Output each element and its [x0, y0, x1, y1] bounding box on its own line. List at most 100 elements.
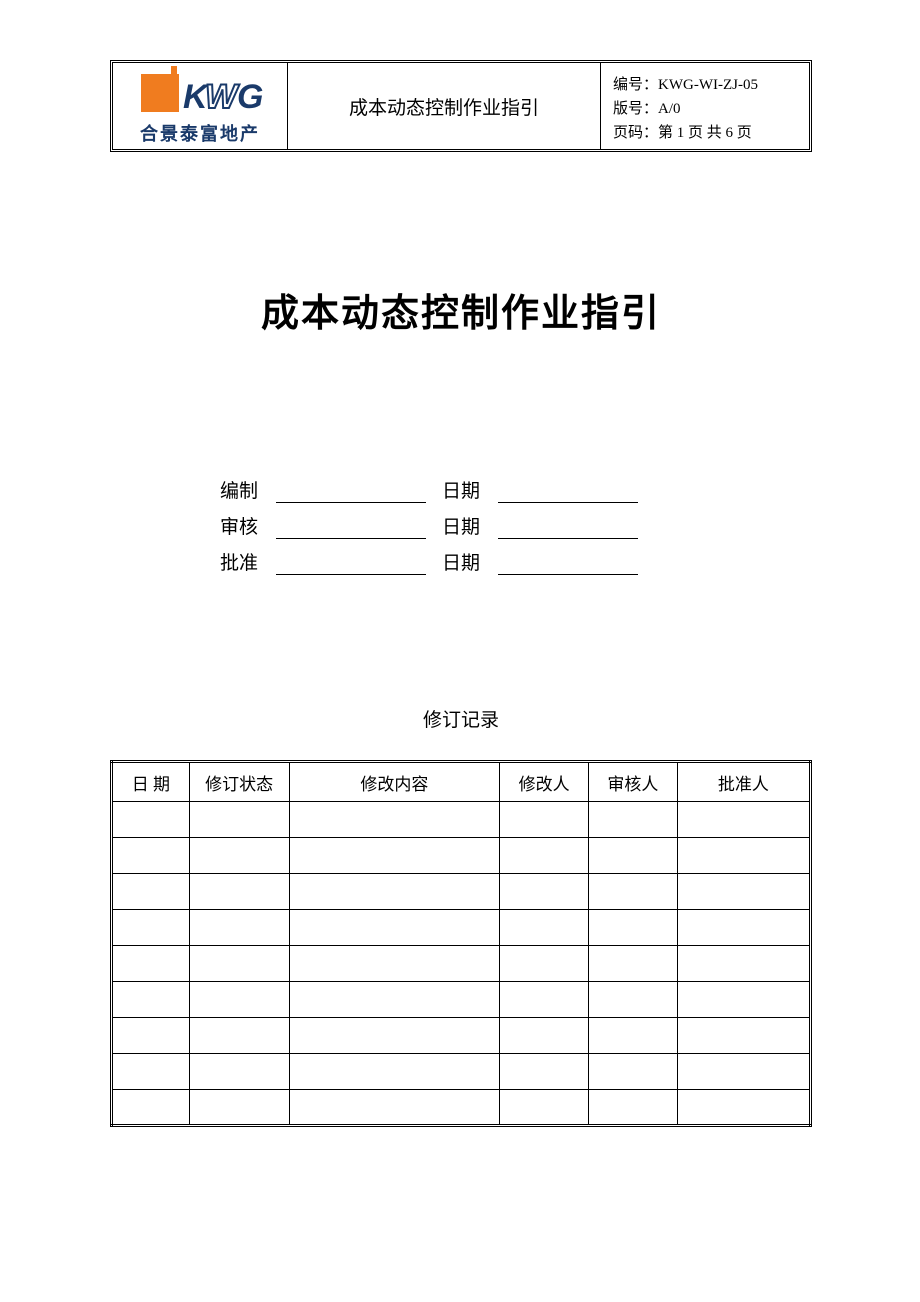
revision-table: 日 期 修订状态 修改内容 修改人 审核人 批准人 — [110, 760, 812, 1127]
sig-line-review — [276, 519, 426, 539]
table-cell — [589, 910, 678, 946]
table-cell — [112, 874, 190, 910]
sig-date-line-review — [498, 519, 638, 539]
col-modifier: 修改人 — [500, 762, 589, 802]
sig-date-label-approve: 日期 — [442, 548, 492, 575]
table-cell — [589, 874, 678, 910]
col-date: 日 期 — [112, 762, 190, 802]
table-cell — [589, 982, 678, 1018]
revision-table-body — [112, 802, 811, 1126]
meta-doc-no-label: 编号： — [613, 77, 658, 93]
table-cell — [500, 910, 589, 946]
meta-page-value: 第 1 页 共 6 页 — [658, 125, 752, 141]
table-cell — [189, 910, 289, 946]
table-cell — [112, 910, 190, 946]
table-cell — [289, 874, 500, 910]
table-cell — [677, 982, 810, 1018]
table-cell — [289, 1054, 500, 1090]
table-cell — [677, 874, 810, 910]
table-cell — [112, 946, 190, 982]
table-cell — [289, 1090, 500, 1126]
sig-date-label-prepare: 日期 — [442, 476, 492, 503]
table-row — [112, 1054, 811, 1090]
revision-table-header-row: 日 期 修订状态 修改内容 修改人 审核人 批准人 — [112, 762, 811, 802]
sig-line-prepare — [276, 483, 426, 503]
table-cell — [289, 838, 500, 874]
header-meta: 编号：KWG-WI-ZJ-05 版号：A/0 页码：第 1 页 共 6 页 — [601, 63, 809, 149]
logo-cell: K W G 合景泰富地产 — [113, 63, 288, 149]
col-reviewer: 审核人 — [589, 762, 678, 802]
table-cell — [589, 802, 678, 838]
signature-row: 编制 日期 — [220, 467, 812, 503]
table-cell — [189, 982, 289, 1018]
table-cell — [677, 910, 810, 946]
table-cell — [500, 874, 589, 910]
table-cell — [112, 802, 190, 838]
table-cell — [589, 1054, 678, 1090]
table-row — [112, 802, 811, 838]
table-cell — [500, 1018, 589, 1054]
table-cell — [289, 1018, 500, 1054]
table-cell — [112, 1018, 190, 1054]
table-cell — [589, 1018, 678, 1054]
col-content: 修改内容 — [289, 762, 500, 802]
table-cell — [589, 1090, 678, 1126]
table-cell — [189, 802, 289, 838]
svg-text:G: G — [237, 78, 263, 116]
sig-date-label-review: 日期 — [442, 512, 492, 539]
table-cell — [289, 982, 500, 1018]
table-cell — [677, 838, 810, 874]
table-row — [112, 910, 811, 946]
table-cell — [289, 910, 500, 946]
table-cell — [112, 838, 190, 874]
sig-label-prepare: 编制 — [220, 476, 270, 503]
meta-page-label: 页码： — [613, 125, 658, 141]
signature-block: 编制 日期 审核 日期 批准 日期 — [220, 467, 812, 575]
table-cell — [500, 838, 589, 874]
meta-version-label: 版号： — [613, 101, 658, 117]
meta-page: 页码：第 1 页 共 6 页 — [613, 121, 801, 145]
revision-heading: 修订记录 — [110, 705, 812, 732]
col-approver: 批准人 — [677, 762, 810, 802]
table-cell — [677, 1054, 810, 1090]
table-cell — [112, 1054, 190, 1090]
table-row — [112, 946, 811, 982]
header-box: K W G 合景泰富地产 成本动态控制作业指引 编号：KWG-WI-ZJ-05 … — [110, 60, 812, 152]
sig-line-approve — [276, 555, 426, 575]
table-cell — [189, 874, 289, 910]
table-cell — [189, 838, 289, 874]
main-title: 成本动态控制作业指引 — [110, 282, 812, 337]
sig-date-line-approve — [498, 555, 638, 575]
meta-doc-no-value: KWG-WI-ZJ-05 — [658, 77, 758, 93]
table-cell — [500, 1090, 589, 1126]
header-title: 成本动态控制作业指引 — [288, 63, 601, 149]
table-cell — [589, 838, 678, 874]
table-cell — [677, 1090, 810, 1126]
meta-version-value: A/0 — [658, 101, 681, 117]
signature-row: 批准 日期 — [220, 539, 812, 575]
table-row — [112, 838, 811, 874]
table-cell — [500, 1054, 589, 1090]
meta-doc-no: 编号：KWG-WI-ZJ-05 — [613, 73, 801, 97]
table-cell — [289, 946, 500, 982]
table-cell — [112, 982, 190, 1018]
table-row — [112, 982, 811, 1018]
table-cell — [189, 1054, 289, 1090]
table-cell — [677, 1018, 810, 1054]
svg-text:W: W — [205, 78, 240, 116]
table-cell — [189, 1090, 289, 1126]
table-row — [112, 1018, 811, 1054]
table-cell — [500, 802, 589, 838]
table-cell — [500, 982, 589, 1018]
sig-label-review: 审核 — [220, 512, 270, 539]
sig-date-line-prepare — [498, 483, 638, 503]
col-status: 修订状态 — [189, 762, 289, 802]
kwg-logo-icon: K W G — [135, 66, 265, 118]
table-cell — [289, 802, 500, 838]
kwg-logo: K W G 合景泰富地产 — [135, 66, 265, 146]
table-cell — [677, 946, 810, 982]
table-cell — [500, 946, 589, 982]
signature-row: 审核 日期 — [220, 503, 812, 539]
logo-company-text: 合景泰富地产 — [135, 120, 265, 146]
table-cell — [189, 1018, 289, 1054]
